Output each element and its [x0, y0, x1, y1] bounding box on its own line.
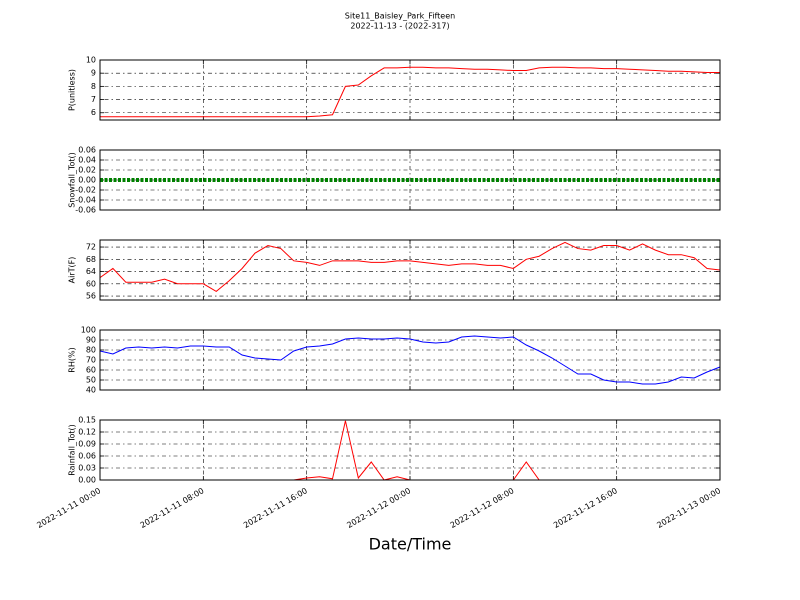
y-tick-label: 0.06 [78, 146, 96, 155]
x-tick-label: 2022-11-11 16:00 [242, 486, 309, 530]
y-tick-label: 56 [86, 292, 96, 301]
x-axis-label: Date/Time [369, 535, 452, 554]
y-tick-label: 90 [86, 336, 96, 345]
y-tick-label: 0.00 [78, 476, 96, 485]
plot-frame [99, 239, 721, 301]
x-tick-label: 2022-11-12 16:00 [552, 486, 619, 530]
y-tick-label: 60 [86, 279, 96, 288]
data-line [99, 241, 721, 293]
figure-subtitle: 2022-11-13 - (2022-317) [350, 22, 449, 31]
y-tick-label: 68 [86, 255, 96, 264]
plot-frame [99, 59, 721, 121]
y-tick-label: 50 [86, 376, 96, 385]
y-tick-label: 0.00 [78, 176, 96, 185]
x-tick-label: 2022-11-11 08:00 [139, 486, 206, 530]
y-tick-label: 0.04 [78, 156, 96, 165]
x-tick-label: 2022-11-12 08:00 [449, 486, 516, 530]
y-tick-label: 64 [86, 267, 96, 276]
data-line [100, 66, 720, 118]
y-tick-label: 7 [91, 95, 96, 104]
y-tick-label: 70 [86, 356, 96, 365]
y-tick-label: -0.06 [75, 206, 96, 215]
data-line [99, 335, 721, 385]
y-tick-label: -0.02 [75, 186, 96, 195]
y-axis-label: Snowfall_Tot() [68, 152, 77, 208]
y-tick-label: 0.02 [78, 166, 96, 175]
plot-frame [99, 149, 721, 211]
y-tick-label: 0.06 [78, 452, 96, 461]
y-tick-label: 0.12 [78, 428, 96, 437]
plot-frame [99, 329, 721, 391]
x-tick-label: 2022-11-12 00:00 [345, 486, 412, 530]
y-tick-label: 100 [81, 326, 96, 335]
y-axis-label: P(unitless) [68, 69, 77, 111]
plot-frame [99, 419, 721, 481]
y-tick-label: 9 [91, 69, 96, 78]
y-tick-label: 72 [86, 243, 96, 252]
y-axis-label: Rainfall_Tot() [68, 424, 77, 476]
y-tick-label: 0.15 [78, 416, 96, 425]
y-axis-label: RH(%) [68, 347, 77, 372]
y-tick-label: 0.03 [78, 464, 96, 473]
y-axis-label: AirT(F) [68, 257, 77, 284]
x-tick-label: 2022-11-11 00:00 [35, 486, 102, 530]
y-tick-label: 40 [86, 386, 96, 395]
y-tick-label: 0.09 [78, 440, 96, 449]
y-tick-label: -0.04 [75, 196, 96, 205]
x-tick-label: 2022-11-13 00:00 [655, 486, 722, 530]
y-tick-label: 60 [86, 366, 96, 375]
figure-title: Site11_Baisley_Park_Fifteen [345, 12, 455, 21]
y-tick-label: 80 [86, 346, 96, 355]
y-tick-label: 6 [91, 108, 96, 117]
y-tick-label: 8 [91, 82, 96, 91]
y-tick-label: 10 [86, 56, 96, 65]
